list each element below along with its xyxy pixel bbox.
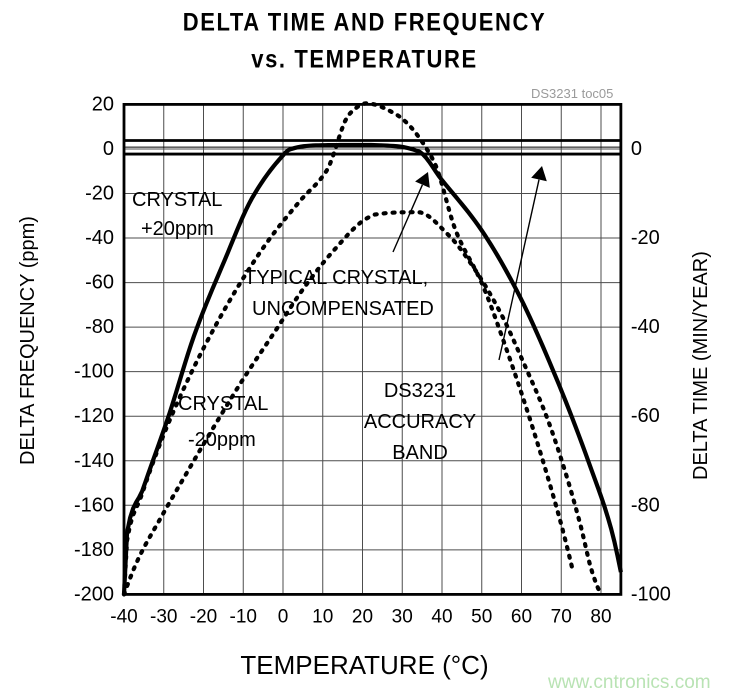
svg-text:0: 0 bbox=[278, 606, 289, 627]
svg-text:-40: -40 bbox=[631, 316, 660, 338]
svg-text:0: 0 bbox=[631, 138, 642, 160]
svg-text:-80: -80 bbox=[85, 316, 114, 338]
svg-text:-60: -60 bbox=[85, 272, 114, 294]
svg-text:BAND: BAND bbox=[392, 442, 448, 464]
svg-text:UNCOMPENSATED: UNCOMPENSATED bbox=[252, 298, 434, 320]
svg-text:-100: -100 bbox=[74, 361, 114, 383]
svg-text:50: 50 bbox=[471, 606, 492, 627]
svg-text:-200: -200 bbox=[74, 583, 114, 605]
svg-text:-40: -40 bbox=[110, 606, 137, 627]
svg-text:60: 60 bbox=[511, 606, 532, 627]
svg-text:70: 70 bbox=[551, 606, 572, 627]
svg-text:ACCURACY: ACCURACY bbox=[364, 411, 476, 433]
svg-text:40: 40 bbox=[431, 606, 452, 627]
svg-text:-180: -180 bbox=[74, 539, 114, 561]
svg-text:0: 0 bbox=[103, 138, 114, 160]
svg-text:+20ppm: +20ppm bbox=[141, 218, 214, 240]
svg-text:-60: -60 bbox=[631, 405, 660, 427]
svg-text:-20ppm: -20ppm bbox=[188, 429, 256, 451]
svg-text:-40: -40 bbox=[85, 227, 114, 249]
svg-text:-100: -100 bbox=[631, 583, 671, 605]
svg-text:-10: -10 bbox=[230, 606, 257, 627]
svg-text:-20: -20 bbox=[190, 606, 217, 627]
svg-text:-160: -160 bbox=[74, 494, 114, 516]
svg-text:30: 30 bbox=[392, 606, 413, 627]
svg-text:-30: -30 bbox=[150, 606, 177, 627]
svg-text:TYPICAL CRYSTAL,: TYPICAL CRYSTAL, bbox=[244, 267, 428, 289]
svg-text:CRYSTAL: CRYSTAL bbox=[132, 189, 222, 211]
svg-text:-20: -20 bbox=[85, 182, 114, 204]
svg-text:-20: -20 bbox=[631, 227, 660, 249]
svg-text:20: 20 bbox=[92, 93, 114, 115]
svg-text:CRYSTAL: CRYSTAL bbox=[178, 393, 268, 415]
svg-text:DS3231: DS3231 bbox=[384, 380, 456, 402]
svg-text:80: 80 bbox=[590, 606, 611, 627]
svg-text:10: 10 bbox=[312, 606, 333, 627]
svg-text:20: 20 bbox=[352, 606, 373, 627]
svg-text:-140: -140 bbox=[74, 450, 114, 472]
svg-text:-120: -120 bbox=[74, 405, 114, 427]
svg-text:-80: -80 bbox=[631, 494, 660, 516]
